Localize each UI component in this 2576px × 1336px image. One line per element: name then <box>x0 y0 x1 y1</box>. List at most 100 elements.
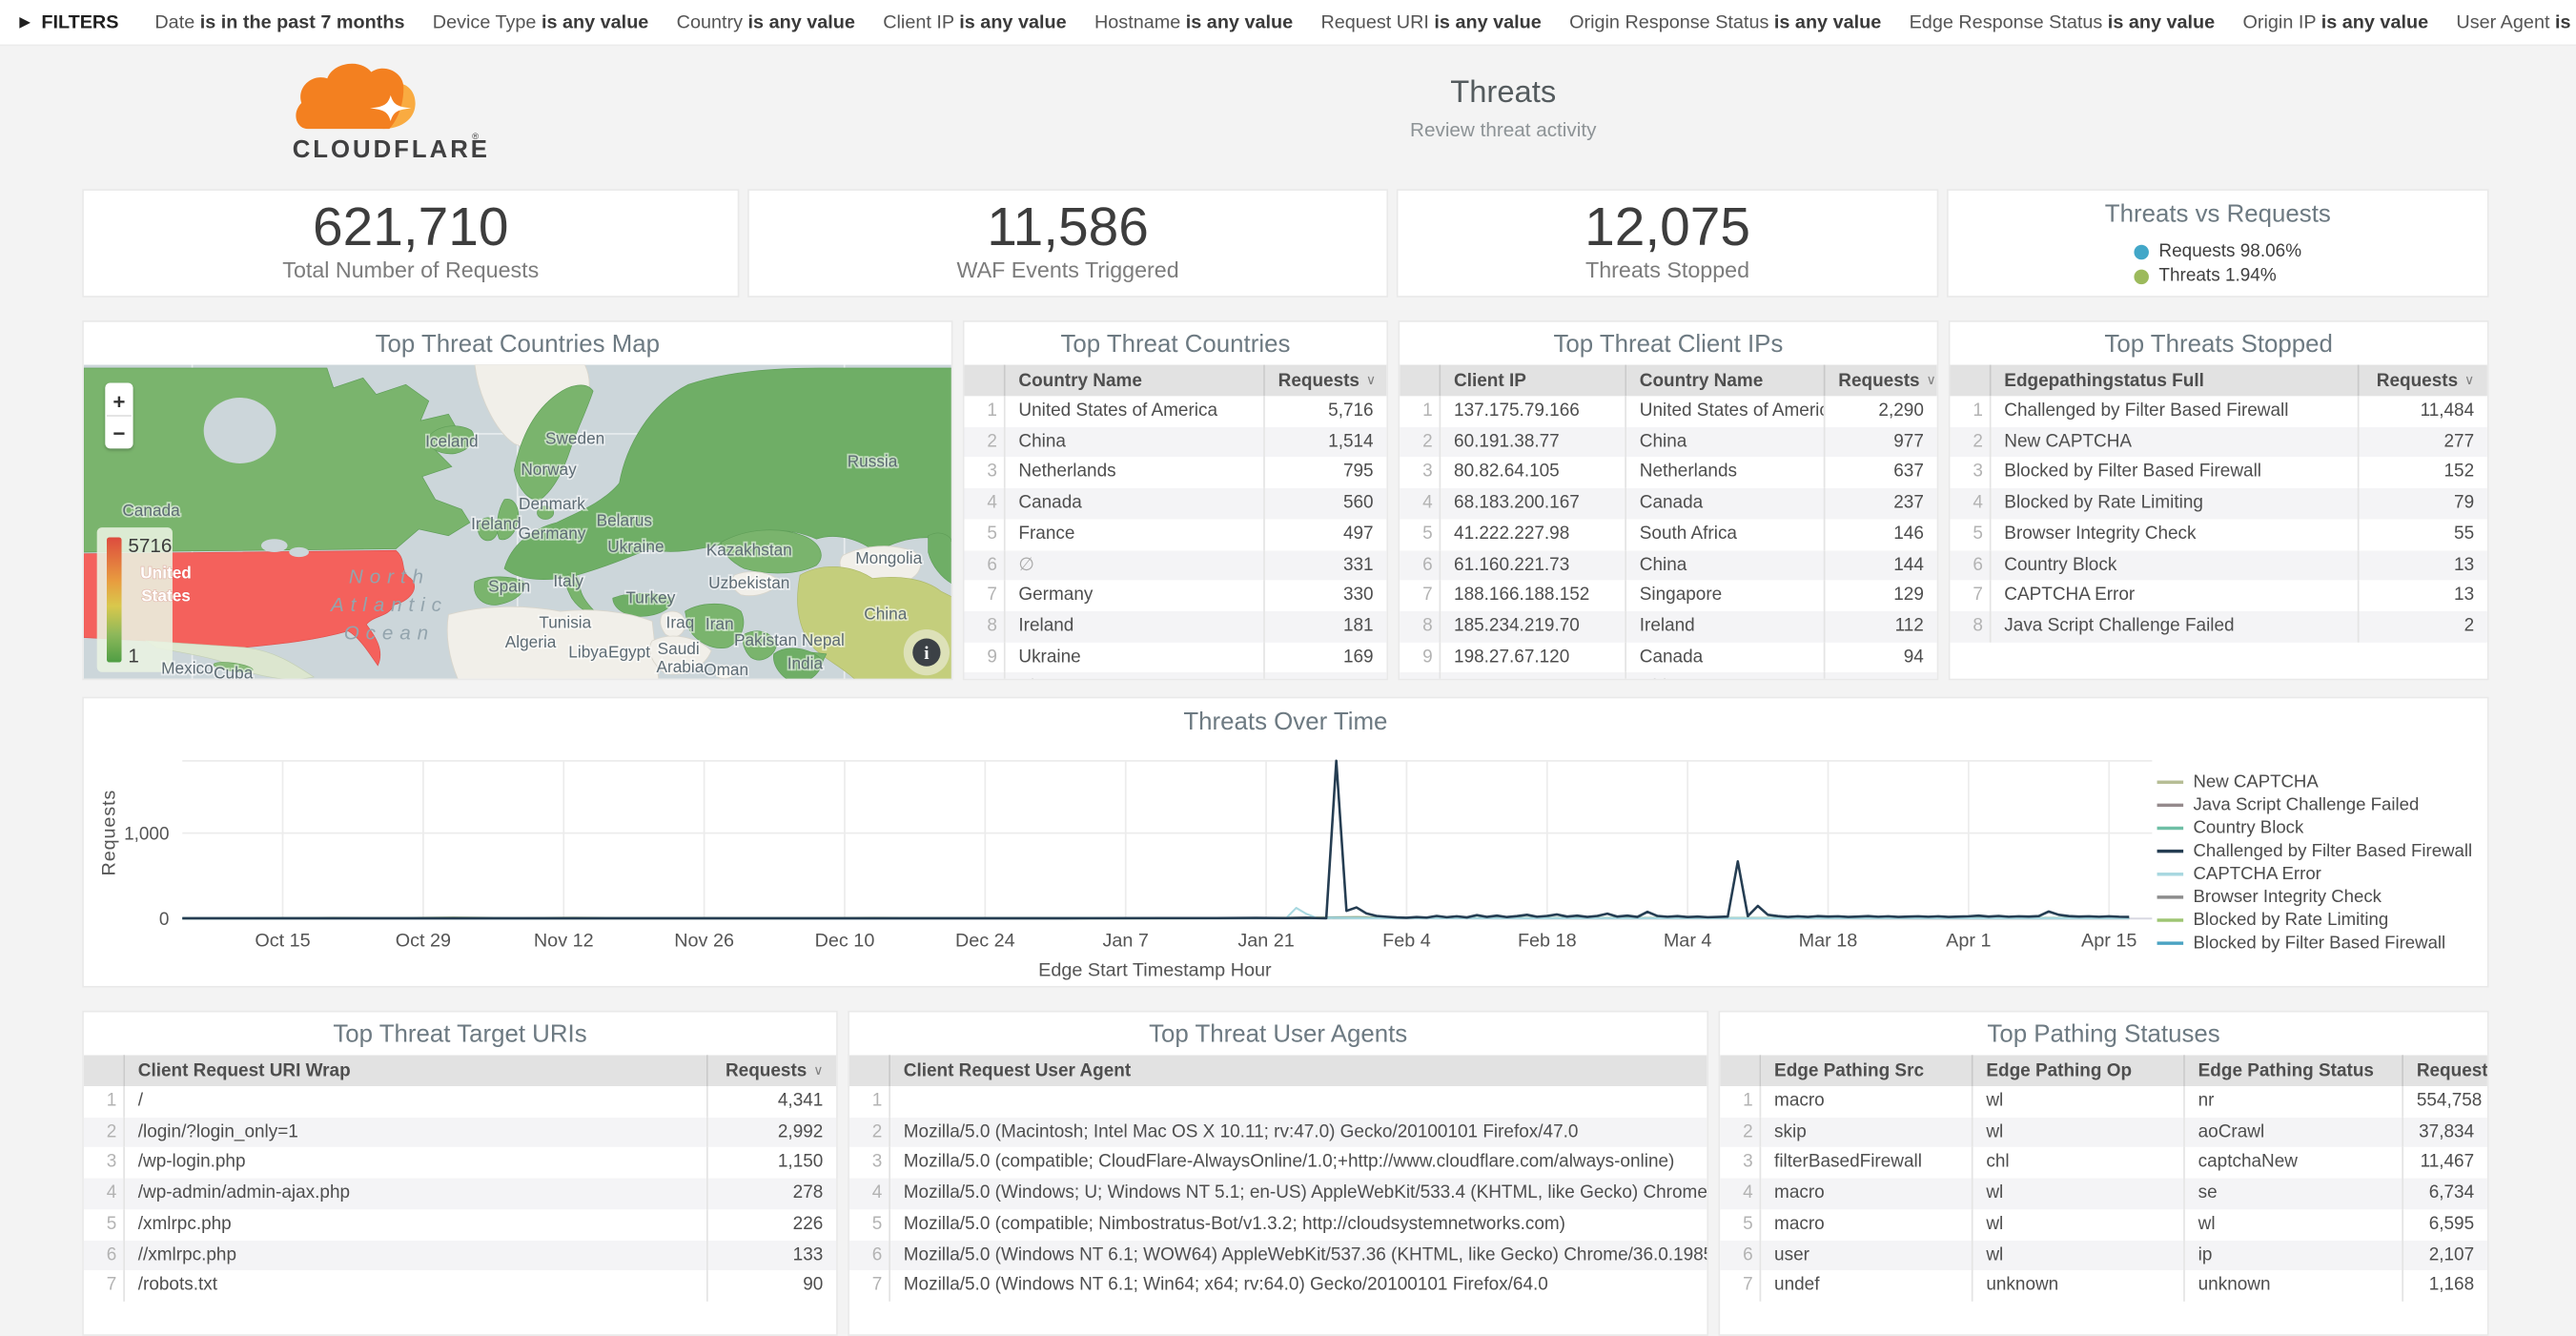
filter-item[interactable]: Origin IP is any value <box>2242 12 2428 32</box>
column-header[interactable]: Requests∨ <box>1264 365 1386 397</box>
legend-line-icon <box>2157 918 2184 922</box>
world-map[interactable]: + − 5716 1 <box>84 365 953 681</box>
filter-item[interactable]: Request URI is any value <box>1320 12 1541 32</box>
stat-label: Total Number of Requests <box>84 258 738 283</box>
column-header[interactable]: Edge Pathing Status <box>2184 1055 2402 1086</box>
column-header[interactable]: Edge Pathing Op <box>1973 1055 2184 1086</box>
filters-toggle-label: FILTERS <box>41 12 118 32</box>
map-country-canada[interactable] <box>84 368 470 552</box>
filter-item[interactable]: User Agent is any value <box>2456 12 2576 32</box>
column-header[interactable]: Requests∨ <box>707 1055 836 1086</box>
brand-registered-mark: ® <box>472 132 479 142</box>
map-label: North <box>349 566 430 588</box>
map-zoom-in-button[interactable]: + <box>112 390 125 414</box>
table-row: 10Singapore158 <box>965 672 1387 680</box>
map-scale-max: 5716 <box>128 535 172 557</box>
column-header[interactable]: Country Name <box>1005 365 1264 397</box>
table-row: 6∅331 <box>965 549 1387 580</box>
map-label: Atlantic <box>329 594 448 616</box>
map-label: Uzbekistan <box>708 573 789 592</box>
filter-item[interactable]: Edge Response Status is any value <box>1910 12 2216 32</box>
map-label: Pakistan <box>734 630 797 649</box>
map-zoom-out-button[interactable]: − <box>112 421 125 445</box>
legend-line-icon <box>2157 941 2184 945</box>
card-title: Top Threat Countries Map <box>84 322 951 361</box>
map-scale-min: 1 <box>128 645 139 667</box>
legend-line-icon <box>2157 849 2184 853</box>
column-header[interactable]: Requests∨ <box>1825 365 1937 397</box>
top-threats-stopped-card: Top Threats Stopped Edgepathingstatus Fu… <box>1949 320 2489 680</box>
map-zoom-controls: + − <box>105 383 133 449</box>
map-label: Ireland <box>471 514 521 533</box>
svg-text:Nov 26: Nov 26 <box>674 931 734 952</box>
filter-item[interactable]: Device Type is any value <box>433 12 649 32</box>
threats-vs-requests-card: Threats vs Requests Requests 98.06%Threa… <box>1947 189 2489 298</box>
column-header[interactable]: Requests∨ <box>2359 365 2487 397</box>
column-header[interactable]: Edgepathingstatus Full <box>1991 365 2359 397</box>
map-label: Canada <box>122 501 180 520</box>
filter-item[interactable]: Client IP is any value <box>883 12 1066 32</box>
filter-condition: is any value <box>959 12 1066 32</box>
legend-item: New CAPTCHA <box>2157 771 2473 793</box>
column-header[interactable]: Requests∨ <box>2402 1055 2487 1086</box>
map-label: Germany <box>519 524 586 543</box>
filter-field: Date <box>154 12 199 32</box>
sort-caret-icon: ∨ <box>813 1062 823 1078</box>
column-header[interactable]: Client IP <box>1440 365 1625 397</box>
brand-wordmark: CLOUDFLARE <box>293 136 486 163</box>
svg-text:1,000: 1,000 <box>124 825 169 845</box>
legend-item: CAPTCHA Error <box>2157 863 2473 886</box>
x-axis-label: Edge Start Timestamp Hour <box>84 961 2226 981</box>
filter-item[interactable]: Origin Response Status is any value <box>1569 12 1881 32</box>
filter-item[interactable]: Date is in the past 7 months <box>154 12 404 32</box>
sort-caret-icon: ∨ <box>2464 372 2474 387</box>
info-icon: i <box>924 644 929 664</box>
column-header[interactable]: Client Request User Agent <box>889 1055 1707 1086</box>
filter-item[interactable]: Country is any value <box>677 12 855 32</box>
sort-caret-icon: ∨ <box>1927 372 1936 387</box>
filter-condition: is any value <box>748 12 855 32</box>
column-header[interactable]: Edge Pathing Src <box>1760 1055 1972 1086</box>
svg-text:Apr 1: Apr 1 <box>1946 931 1991 952</box>
filter-condition: is any value <box>1774 12 1881 32</box>
map-info-button[interactable]: i <box>904 629 950 675</box>
legend-line-icon <box>2157 895 2184 899</box>
map-caspian-sea <box>688 570 708 606</box>
map-label: Mexico <box>161 659 214 678</box>
filter-field: Origin Response Status <box>1569 12 1774 32</box>
map-label: Iceland <box>425 432 479 451</box>
column-header[interactable]: Country Name <box>1625 365 1825 397</box>
filter-bar: ▶ FILTERS Date is in the past 7 months De… <box>0 0 2576 46</box>
map-hudson-bay <box>204 398 276 463</box>
filter-condition: is any value <box>2321 12 2428 32</box>
row-number-header <box>84 1055 124 1086</box>
filter-item[interactable]: Hostname is any value <box>1094 12 1293 32</box>
column-header[interactable]: Client Request URI Wrap <box>124 1055 707 1086</box>
legend-item: Requests 98.06% <box>2135 240 2301 265</box>
map-label: Nepal <box>802 630 845 649</box>
map-label: Russia <box>848 451 898 470</box>
filter-field: Origin IP <box>2242 12 2320 32</box>
filters-toggle[interactable]: ▶ FILTERS <box>20 12 119 32</box>
svg-text:Dec 24: Dec 24 <box>955 931 1015 952</box>
